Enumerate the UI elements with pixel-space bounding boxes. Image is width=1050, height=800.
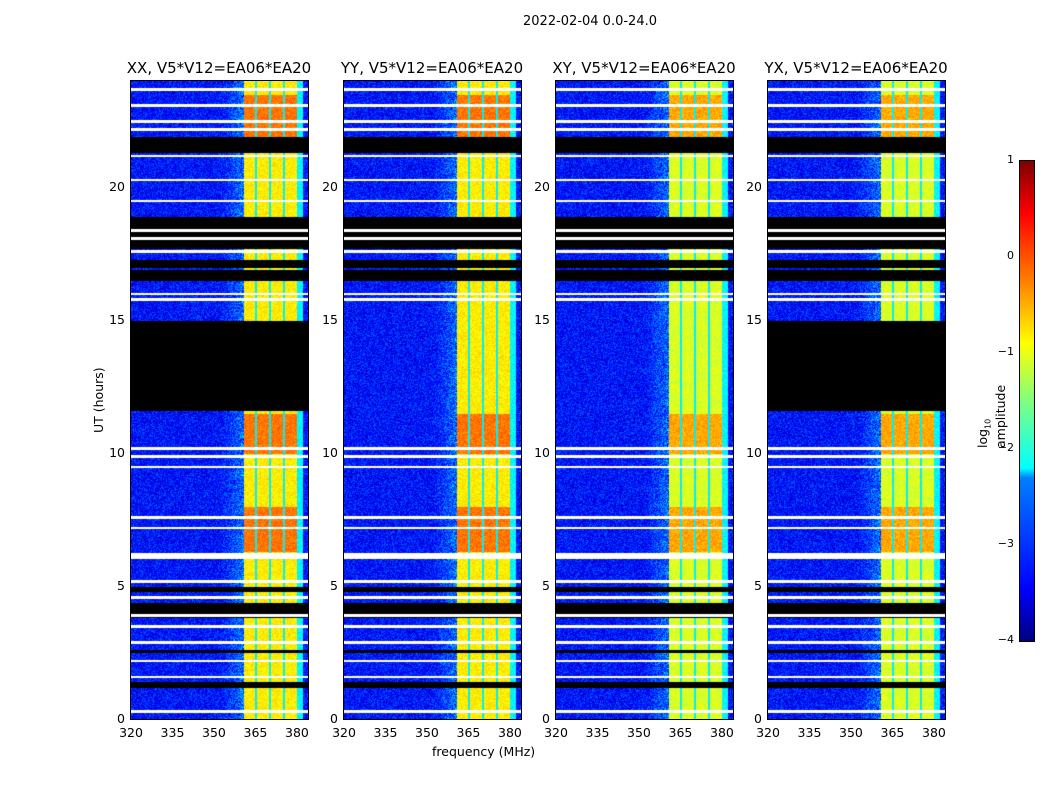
heatmap-yx [767,80,946,720]
y-tick-label: 20 [534,179,550,195]
y-tick-label: 5 [542,578,550,594]
y-tick-label: 10 [534,445,550,461]
x-tick-label: 350 [627,725,651,740]
y-tick-label: 15 [322,312,338,328]
y-tick-label: 15 [109,312,125,328]
panel-title: YY, V5*V12=EA06*EA20 [340,59,524,77]
x-tick-label: 350 [415,725,439,740]
x-tick-label: 380 [498,725,522,740]
panel-title: XY, V5*V12=EA06*EA20 [552,59,736,77]
y-tick-label: 5 [117,578,125,594]
y-tick-label: 5 [754,578,762,594]
y-tick-label: 20 [322,179,338,195]
y-tick-label: 0 [754,711,762,726]
y-tick-label: 0 [542,711,550,726]
colorbar-tick-label: 0 [1007,249,1014,262]
x-axis-label: frequency (MHz) [432,744,536,759]
x-tick-label: 335 [585,725,610,740]
heatmap-xx [130,80,309,720]
y-tick-label: 15 [534,312,550,328]
heatmap-xy [555,80,734,720]
colorbar-label-main: log [975,428,990,448]
x-tick-label: 365 [668,725,693,740]
x-tick-label: 335 [373,725,398,740]
panel-title: YX, V5*V12=EA06*EA20 [764,59,948,77]
x-tick-label: 335 [160,725,185,740]
y-tick-label: 5 [330,578,338,594]
x-tick-label: 350 [839,725,863,740]
figure-title: 2022-02-04 0.0-24.0 [523,14,657,29]
y-tick-label: 20 [746,179,762,195]
x-tick-label: 365 [880,725,905,740]
y-tick-label: 15 [746,312,762,328]
colorbar-tick-label: −2 [997,441,1014,454]
colorbar [1019,160,1035,642]
colorbar-tick-label: −4 [997,633,1014,646]
y-axis-label: UT (hours) [91,367,106,433]
x-tick-label: 335 [797,725,822,740]
x-tick-label: 380 [922,725,946,740]
x-tick-label: 320 [544,725,568,740]
colorbar-label-rest: amplitude [992,384,1008,448]
x-tick-label: 365 [243,725,268,740]
x-tick-label: 320 [332,725,356,740]
y-tick-label: 0 [330,711,338,726]
x-tick-label: 320 [756,725,780,740]
heatmap-yy [343,80,522,720]
colorbar-tick-label: −3 [997,537,1014,550]
colorbar-tick-label: −1 [997,345,1014,358]
y-tick-label: 10 [322,445,338,461]
y-tick-label: 10 [746,445,762,461]
x-tick-label: 365 [456,725,481,740]
x-tick-label: 320 [119,725,143,740]
y-tick-label: 10 [109,445,125,461]
colorbar-tick-label: 1 [1007,153,1014,166]
colorbar-label: log10 amplitude [975,373,1008,448]
x-tick-label: 380 [285,725,309,740]
colorbar-label-sub: 10 [983,418,993,429]
x-tick-label: 350 [202,725,226,740]
y-tick-label: 0 [117,711,125,726]
x-tick-label: 380 [710,725,734,740]
panel-title: XX, V5*V12=EA06*EA20 [126,59,312,77]
y-tick-label: 20 [109,179,125,195]
